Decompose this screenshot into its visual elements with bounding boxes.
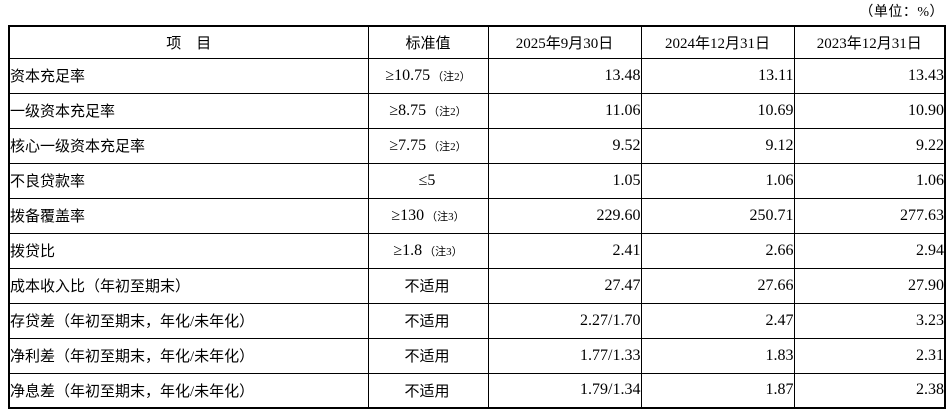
header-standard: 标准值 [367, 25, 489, 59]
standard-note: （注2） [428, 105, 467, 118]
table-row: 资本充足率 ≥10.75 （注2） 13.48 13.11 13.43 [8, 57, 946, 94]
metric-name: 核心一级资本充足率 [8, 127, 369, 164]
value-2024: 250.71 [640, 197, 795, 234]
value-2024: 2.47 [640, 302, 795, 339]
unit-label: （单位：%） [859, 5, 944, 20]
metric-name: 一级资本充足率 [8, 92, 369, 129]
standard-cell: ≥1.8 （注3） [367, 232, 489, 269]
value-2024: 27.66 [640, 267, 795, 304]
header-row: 项 目 标准值 2025年9月30日 2024年12月31日 2023年12月3… [8, 25, 946, 59]
standard-cell: 不适用 [367, 337, 489, 374]
header-date-2025: 2025年9月30日 [487, 25, 642, 59]
value-2023: 1.06 [793, 162, 946, 199]
value-2025: 9.52 [487, 127, 642, 164]
value-2023: 2.31 [793, 337, 946, 374]
value-2023: 2.38 [793, 372, 946, 409]
metric-name: 成本收入比（年初至期末） [8, 267, 369, 304]
table-row: 拨备覆盖率 ≥130 （注3） 229.60 250.71 277.63 [8, 197, 946, 234]
standard-value: ≥10.75 [385, 66, 431, 84]
table-row: 存贷差（年初至期末，年化/未年化） 不适用 2.27/1.70 2.47 3.2… [8, 302, 946, 339]
table-row: 不良贷款率 ≤5 1.05 1.06 1.06 [8, 162, 946, 199]
standard-value: ≥8.75 [389, 101, 427, 119]
metric-name: 净息差（年初至期末，年化/未年化） [8, 372, 369, 409]
header-item: 项 目 [8, 25, 369, 59]
table-row: 净息差（年初至期末，年化/未年化） 不适用 1.79/1.34 1.87 2.3… [8, 372, 946, 409]
value-2023: 3.23 [793, 302, 946, 339]
header-date-2024: 2024年12月31日 [640, 25, 795, 59]
value-2024: 10.69 [640, 92, 795, 129]
metric-name: 资本充足率 [8, 57, 369, 94]
standard-cell: ≤5 [367, 162, 489, 199]
value-2024: 9.12 [640, 127, 795, 164]
value-2025: 1.77/1.33 [487, 337, 642, 374]
standard-cell: 不适用 [367, 302, 489, 339]
table-row: 成本收入比（年初至期末） 不适用 27.47 27.66 27.90 [8, 267, 946, 304]
value-2023: 13.43 [793, 57, 946, 94]
value-2025: 13.48 [487, 57, 642, 94]
metric-name: 净利差（年初至期末，年化/未年化） [8, 337, 369, 374]
standard-note: （注2） [428, 140, 467, 153]
standard-cell: 不适用 [367, 267, 489, 304]
standard-cell: ≥130 （注3） [367, 197, 489, 234]
value-2023: 27.90 [793, 267, 946, 304]
standard-note: （注3） [426, 210, 465, 223]
standard-cell: ≥7.75 （注2） [367, 127, 489, 164]
standard-value: ≥1.8 [393, 241, 423, 259]
table-row: 净利差（年初至期末，年化/未年化） 不适用 1.77/1.33 1.83 2.3… [8, 337, 946, 374]
metric-name: 存贷差（年初至期末，年化/未年化） [8, 302, 369, 339]
table-row: 一级资本充足率 ≥8.75 （注2） 11.06 10.69 10.90 [8, 92, 946, 129]
standard-value: ≥7.75 [389, 136, 427, 154]
table-row: 拨贷比 ≥1.8 （注3） 2.41 2.66 2.94 [8, 232, 946, 269]
standard-value: ≥130 [391, 206, 425, 224]
value-2024: 2.66 [640, 232, 795, 269]
header-date-2023: 2023年12月31日 [793, 25, 946, 59]
value-2025: 2.41 [487, 232, 642, 269]
table-header: 项 目 标准值 2025年9月30日 2024年12月31日 2023年12月3… [8, 25, 946, 59]
value-2025: 27.47 [487, 267, 642, 304]
standard-value: ≤5 [418, 171, 436, 189]
value-2023: 277.63 [793, 197, 946, 234]
value-2025: 1.79/1.34 [487, 372, 642, 409]
metric-name: 拨备覆盖率 [8, 197, 369, 234]
standard-cell: ≥10.75 （注2） [367, 57, 489, 94]
standard-value: 不适用 [404, 314, 450, 330]
financial-indicators-table: 项 目 标准值 2025年9月30日 2024年12月31日 2023年12月3… [8, 25, 946, 409]
table-row: 核心一级资本充足率 ≥7.75 （注2） 9.52 9.12 9.22 [8, 127, 946, 164]
value-2025: 2.27/1.70 [487, 302, 642, 339]
value-2023: 9.22 [793, 127, 946, 164]
standard-note: （注3） [424, 245, 463, 258]
metric-name: 不良贷款率 [8, 162, 369, 199]
standard-value: 不适用 [404, 279, 450, 295]
standard-value: 不适用 [404, 383, 450, 400]
value-2025: 11.06 [487, 92, 642, 129]
value-2023: 2.94 [793, 232, 946, 269]
value-2025: 229.60 [487, 197, 642, 234]
value-2024: 1.06 [640, 162, 795, 199]
value-2024: 1.83 [640, 337, 795, 374]
standard-value: 不适用 [404, 349, 450, 365]
standard-cell: 不适用 [367, 372, 489, 409]
standard-cell: ≥8.75 （注2） [367, 92, 489, 129]
value-2024: 13.11 [640, 57, 795, 94]
value-2025: 1.05 [487, 162, 642, 199]
table-body: 资本充足率 ≥10.75 （注2） 13.48 13.11 13.43 一级资本充… [8, 57, 946, 409]
value-2023: 10.90 [793, 92, 946, 129]
metric-name: 拨贷比 [8, 232, 369, 269]
standard-note: （注2） [432, 70, 471, 83]
value-2024: 1.87 [640, 372, 795, 409]
